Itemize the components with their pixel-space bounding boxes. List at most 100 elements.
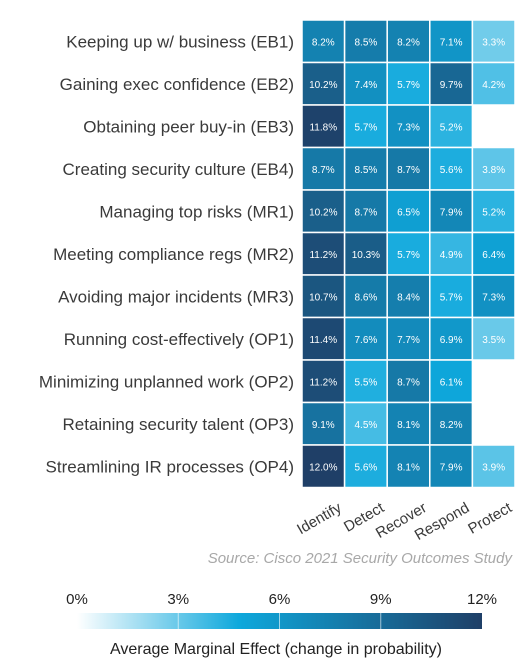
color-scale-tick-label: 3% bbox=[167, 591, 189, 608]
cell-value-label: 5.7% bbox=[355, 122, 378, 133]
heatmap-cell bbox=[343, 316, 388, 361]
cell-value-label: 8.4% bbox=[397, 292, 420, 303]
heatmap-cell bbox=[386, 444, 431, 489]
cell-value-label: 5.7% bbox=[440, 292, 463, 303]
cell-value-label: 3.5% bbox=[482, 335, 505, 346]
cell-value-label: 5.7% bbox=[397, 250, 420, 261]
heatmap-cell bbox=[429, 444, 474, 489]
heatmap-cell bbox=[343, 401, 388, 446]
row-label-streamlining-ir-processes-op4: Streamlining IR processes (OP4) bbox=[46, 457, 294, 476]
color-scale-title: Average Marginal Effect (change in proba… bbox=[110, 641, 442, 658]
color-scale-tick-label: 9% bbox=[370, 591, 392, 608]
cell-value-label: 4.5% bbox=[355, 420, 378, 431]
cell-value-label: 7.1% bbox=[440, 37, 463, 48]
cell-value-label: 8.5% bbox=[355, 165, 378, 176]
heatmap-cell bbox=[386, 231, 431, 276]
cell-value-label: 8.5% bbox=[355, 37, 378, 48]
row-label-creating-security-culture-eb4: Creating security culture (EB4) bbox=[63, 160, 294, 179]
heatmap-cell bbox=[301, 189, 346, 234]
cell-value-label: 7.6% bbox=[355, 335, 378, 346]
cell-value-label: 11.4% bbox=[309, 335, 337, 346]
cell-value-label: 8.7% bbox=[397, 165, 420, 176]
heatmap-cell bbox=[471, 189, 516, 234]
cell-value-label: 5.2% bbox=[440, 122, 463, 133]
heatmap-cells: 8.2% 8.5% 8.2% 7.1% 3.3% 10.2% 7.4% 5.7% 9.7% 4.2… bbox=[301, 19, 516, 489]
cell-value-label: 8.7% bbox=[355, 207, 378, 218]
color-scale: 0% 3% 6% 9% 12% Average Marginal Effect (cha… bbox=[66, 591, 497, 658]
cell-value-label: 8.2% bbox=[440, 420, 463, 431]
cell-value-label: 8.7% bbox=[312, 165, 335, 176]
cell-value-label: 6.1% bbox=[440, 377, 463, 388]
heatmap-cell bbox=[471, 231, 516, 276]
heatmap-cell bbox=[343, 274, 388, 319]
cell-value-label: 5.7% bbox=[397, 80, 420, 91]
row-label-managing-top-risks-mr1: Managing top risks (MR1) bbox=[99, 202, 294, 221]
cell-value-label: 6.9% bbox=[440, 335, 463, 346]
heatmap-cell bbox=[471, 146, 516, 191]
row-labels: Keeping up w/ business (EB1) Gaining exec… bbox=[39, 32, 294, 476]
cell-value-label: 10.3% bbox=[352, 250, 380, 261]
cell-value-label: 9.1% bbox=[312, 420, 335, 431]
heatmap-cell bbox=[429, 359, 474, 404]
cell-value-label: 8.1% bbox=[397, 462, 420, 473]
heatmap-cell bbox=[429, 104, 474, 149]
heatmap-cell bbox=[386, 146, 431, 191]
heatmap-cell bbox=[386, 316, 431, 361]
heatmap-cell bbox=[471, 61, 516, 106]
heatmap-cell bbox=[471, 444, 516, 489]
cell-value-label: 4.2% bbox=[482, 80, 505, 91]
cell-value-label: 3.9% bbox=[482, 462, 505, 473]
heatmap-cell bbox=[386, 401, 431, 446]
heatmap-cell bbox=[301, 61, 346, 106]
cell-value-label: 8.6% bbox=[355, 292, 378, 303]
cell-value-label: 11.2% bbox=[309, 377, 337, 388]
cell-value-label: 10.2% bbox=[309, 80, 337, 91]
row-label-keeping-up-w-business-eb1: Keeping up w/ business (EB1) bbox=[66, 32, 294, 51]
cell-value-label: 8.7% bbox=[397, 377, 420, 388]
cell-value-label: 8.2% bbox=[397, 37, 420, 48]
row-label-gaining-exec-confidence-eb2: Gaining exec confidence (EB2) bbox=[60, 75, 294, 94]
column-label-identify: Identify bbox=[294, 499, 345, 538]
row-label-retaining-security-talent-op3: Retaining security talent (OP3) bbox=[63, 415, 295, 434]
row-label-obtaining-peer-buy-in-eb3: Obtaining peer buy-in (EB3) bbox=[83, 117, 294, 136]
color-scale-tick-label: 0% bbox=[66, 591, 88, 608]
cell-value-label: 12.0% bbox=[309, 462, 337, 473]
cell-value-label: 8.1% bbox=[397, 420, 420, 431]
cell-value-label: 6.4% bbox=[482, 250, 505, 261]
row-label-minimizing-unplanned-work-op2: Minimizing unplanned work (OP2) bbox=[39, 372, 294, 391]
cell-value-label: 11.8% bbox=[309, 122, 337, 133]
cell-value-label: 7.3% bbox=[397, 122, 420, 133]
source-note: Source: Cisco 2021 Security Outcomes Stu… bbox=[208, 550, 514, 567]
color-scale-tick-label: 6% bbox=[269, 591, 291, 608]
color-scale-tick-label: 12% bbox=[467, 591, 497, 608]
cell-value-label: 9.7% bbox=[440, 80, 463, 91]
cell-value-label: 5.6% bbox=[355, 462, 378, 473]
cell-value-label: 3.3% bbox=[482, 37, 505, 48]
column-label-protect: Protect bbox=[465, 499, 515, 538]
heatmap-cell bbox=[386, 61, 431, 106]
heatmap-cell bbox=[429, 189, 474, 234]
cell-value-label: 7.9% bbox=[440, 207, 463, 218]
heatmap-cell bbox=[301, 444, 346, 489]
heatmap-cell bbox=[386, 189, 431, 234]
row-label-avoiding-major-incidents-mr3: Avoiding major incidents (MR3) bbox=[58, 287, 294, 306]
heatmap-cell bbox=[386, 359, 431, 404]
color-scale-ticks: 0% 3% 6% 9% 12% bbox=[66, 591, 497, 629]
cell-value-label: 7.9% bbox=[440, 462, 463, 473]
row-label-running-cost-effectively-op1: Running cost-effectively (OP1) bbox=[64, 330, 294, 349]
heatmap-cell bbox=[343, 189, 388, 234]
heatmap-cell bbox=[343, 146, 388, 191]
heatmap-cell bbox=[301, 19, 346, 64]
cell-value-label: 11.2% bbox=[309, 250, 337, 261]
heatmap-cell bbox=[343, 444, 388, 489]
cell-value-label: 7.7% bbox=[397, 335, 420, 346]
heatmap-cell bbox=[471, 316, 516, 361]
cell-value-label: 6.5% bbox=[397, 207, 420, 218]
cell-value-label: 5.2% bbox=[482, 207, 505, 218]
cell-value-label: 10.2% bbox=[309, 207, 337, 218]
cell-value-label: 5.5% bbox=[355, 377, 378, 388]
heatmap-cell bbox=[343, 104, 388, 149]
cell-value-label: 8.2% bbox=[312, 37, 335, 48]
